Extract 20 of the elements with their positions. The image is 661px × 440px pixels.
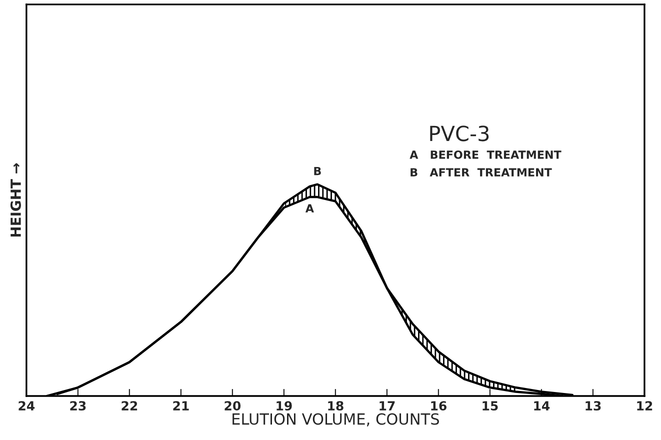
- y-axis-title: HEIGHT →: [10, 163, 21, 237]
- x-tick-label: 24: [18, 401, 35, 410]
- x-tick-label: 22: [122, 401, 138, 410]
- x-tick-label: 18: [328, 401, 344, 411]
- x-tick-label: 23: [70, 401, 86, 411]
- x-tick-label: 16: [431, 401, 446, 411]
- x-tick-label: 13: [586, 401, 601, 411]
- x-tick-label: 14: [534, 401, 550, 410]
- x-tick-label: 12: [637, 401, 652, 410]
- x-axis-title: ELUTION VOLUME, COUNTS: [232, 413, 439, 426]
- x-tick-label: 17: [380, 401, 395, 410]
- text: B AFTER TREATMENT: [410, 168, 552, 176]
- annotation: B: [314, 166, 321, 176]
- annotation: A: [305, 204, 314, 212]
- x-tick-label: 19: [276, 401, 292, 411]
- text: PVC-3: [430, 126, 489, 142]
- x-tick-label: 21: [173, 401, 189, 410]
- x-tick-label: 20: [224, 401, 241, 411]
- text: A BEFORE TREATMENT: [410, 150, 562, 159]
- x-tick-label: 15: [482, 401, 498, 411]
